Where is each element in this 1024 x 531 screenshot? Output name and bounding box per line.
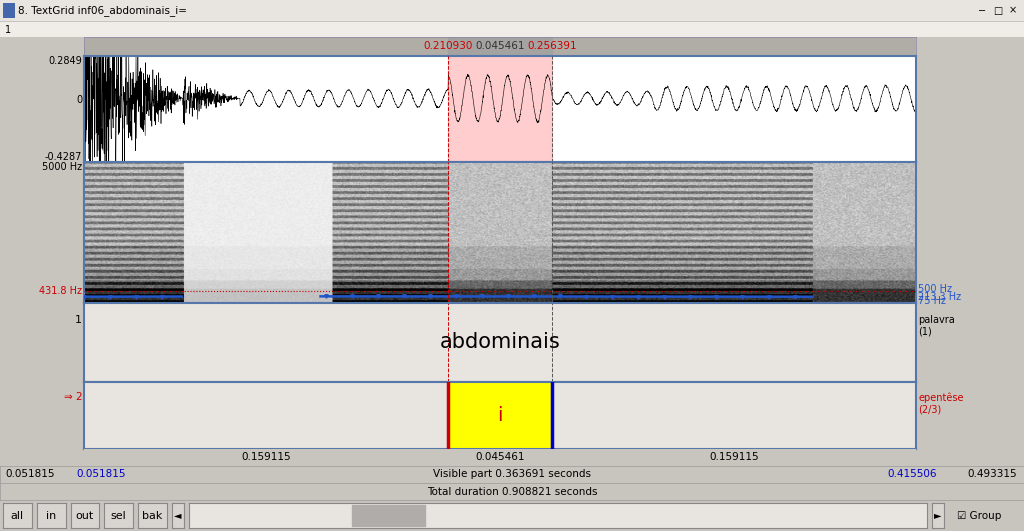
Text: 0: 0 [76, 95, 82, 105]
Text: 0.2849: 0.2849 [48, 56, 82, 66]
Text: i: i [498, 406, 503, 425]
Text: Pitch: Pitch [379, 24, 404, 34]
Text: 0.159115: 0.159115 [710, 452, 759, 462]
Text: epentêse
(2/3): epentêse (2/3) [919, 392, 964, 414]
Bar [449, 37, 552, 56]
Text: Boundary: Boundary [236, 24, 286, 34]
Text: Help: Help [988, 24, 1012, 34]
Text: 500 Hz: 500 Hz [919, 284, 952, 294]
Text: 431.8 Hz: 431.8 Hz [39, 286, 82, 296]
Text: ►: ► [934, 511, 942, 520]
Bar [449, 56, 552, 162]
Text: 8. TextGrid inf06_abdominais_i=: 8. TextGrid inf06_abdominais_i= [18, 5, 187, 16]
Text: 0.159115: 0.159115 [242, 452, 291, 462]
Text: -0.4287: -0.4287 [45, 152, 82, 162]
Text: abdominais: abdominais [440, 332, 560, 353]
Bar [449, 382, 552, 449]
Text: 1: 1 [76, 314, 82, 324]
Text: sel: sel [111, 511, 127, 520]
Text: 213.3 Hz: 213.3 Hz [919, 292, 962, 302]
Text: 1: 1 [5, 25, 11, 35]
Text: Query: Query [77, 24, 109, 34]
Text: Total duration 0.908821 seconds: Total duration 0.908821 seconds [427, 487, 597, 496]
Text: bak: bak [142, 511, 163, 520]
Text: View: View [113, 24, 137, 34]
Text: 0.493315: 0.493315 [968, 469, 1017, 479]
Text: ×: × [1009, 6, 1017, 15]
Text: 5000 Hz: 5000 Hz [42, 162, 82, 172]
Text: out: out [76, 511, 94, 520]
Text: Spectrum: Spectrum [328, 24, 378, 34]
Text: 0.256391: 0.256391 [527, 41, 578, 52]
Text: Formant: Formant [476, 24, 519, 34]
Text: in: in [46, 511, 56, 520]
Text: ☑ Group: ☑ Group [957, 511, 1001, 520]
Text: ⇒ 2: ⇒ 2 [63, 392, 82, 402]
Text: 0.051815: 0.051815 [5, 469, 54, 479]
Text: palavra
(1): palavra (1) [919, 314, 955, 336]
Text: Edit: Edit [41, 24, 61, 34]
Text: all: all [11, 511, 24, 520]
Text: Pulses: Pulses [527, 24, 560, 34]
Text: Visible part 0.363691 seconds: Visible part 0.363691 seconds [433, 469, 591, 479]
Text: 75 Hz: 75 Hz [919, 296, 946, 305]
Text: Tier: Tier [287, 24, 306, 34]
Text: 0.045461: 0.045461 [475, 41, 525, 52]
Text: □: □ [993, 6, 1002, 15]
Bar [3, 3, 15, 18]
Text: 0.045461: 0.045461 [475, 452, 525, 462]
Bar [351, 506, 425, 526]
Text: Intensity: Intensity [425, 24, 470, 34]
Text: File: File [5, 24, 23, 34]
Text: −: − [978, 6, 986, 15]
Text: Interval: Interval [189, 24, 229, 34]
Text: 0.210930: 0.210930 [424, 41, 473, 52]
Text: Select: Select [148, 24, 180, 34]
Text: 0.051815: 0.051815 [77, 469, 126, 479]
Text: ◄: ◄ [174, 511, 182, 520]
Text: 0.415506: 0.415506 [888, 469, 937, 479]
